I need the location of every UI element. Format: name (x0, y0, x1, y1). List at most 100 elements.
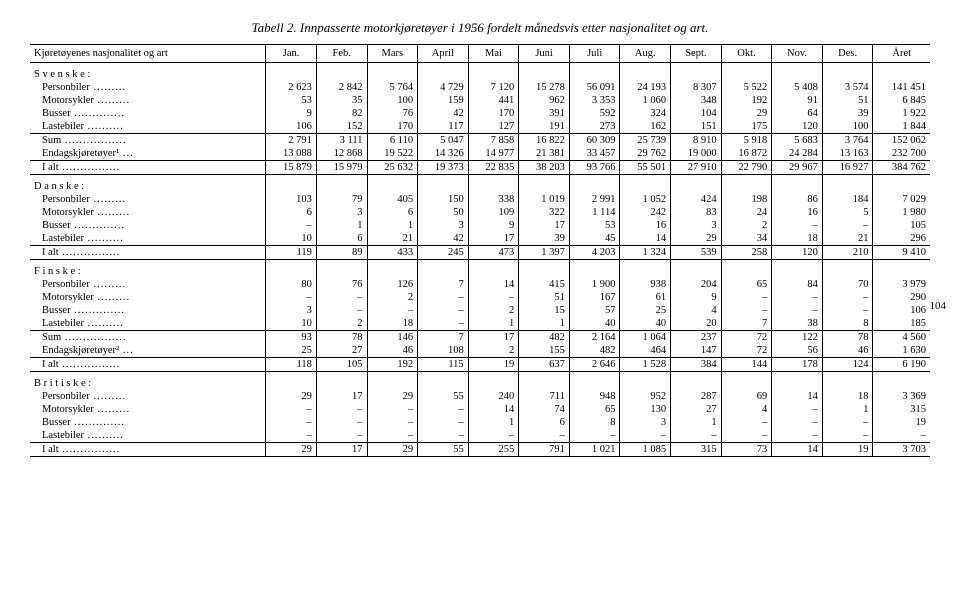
cell: 405 (367, 193, 418, 206)
cell: 72 (721, 331, 772, 344)
cell: 1 085 (620, 443, 671, 457)
cell: 27 910 (671, 161, 722, 175)
cell: 962 (519, 94, 570, 107)
cell: 17 (316, 390, 367, 403)
cell: 210 (822, 246, 873, 260)
group-label: B r i t i s k e : (30, 372, 266, 390)
col-header: Juni (519, 45, 570, 63)
cell: 5 408 (772, 81, 823, 94)
cell: 103 (266, 193, 317, 206)
cell: 118 (266, 358, 317, 372)
cell: 70 (822, 278, 873, 291)
table-row: Endagskjøretøyer¹ ...13 08812 86819 5221… (30, 147, 930, 161)
group-label: S v e n s k e : (30, 63, 266, 82)
cell: 13 088 (266, 147, 317, 161)
cell: 29 (367, 390, 418, 403)
cell: 2 (367, 291, 418, 304)
data-table: Kjøretøyenes nasjonalitet og artJan.Feb.… (30, 44, 930, 457)
cell: 3 (266, 304, 317, 317)
cell: 1 844 (873, 120, 930, 134)
cell: – (418, 403, 469, 416)
cell: – (822, 304, 873, 317)
cell: 40 (620, 317, 671, 331)
cell: 7 858 (468, 134, 519, 147)
col-header: Nov. (772, 45, 823, 63)
cell: 9 (671, 291, 722, 304)
cell: 14 (772, 390, 823, 403)
cell: 12 868 (316, 147, 367, 161)
cell: 17 (519, 219, 570, 232)
cell: 1 630 (873, 344, 930, 358)
cell: 16 822 (519, 134, 570, 147)
header-row: Kjøretøyenes nasjonalitet og artJan.Feb.… (30, 45, 930, 63)
cell: 22 790 (721, 161, 772, 175)
table-row: I alt ................291729552557911 02… (30, 443, 930, 457)
cell: 144 (721, 358, 772, 372)
cell: – (266, 403, 317, 416)
cell: 155 (519, 344, 570, 358)
cell: 8 910 (671, 134, 722, 147)
cell: 1 (822, 403, 873, 416)
cell: 147 (671, 344, 722, 358)
cell: 8 (822, 317, 873, 331)
cell: 117 (418, 120, 469, 134)
cell: 1 397 (519, 246, 570, 260)
cell: 35 (316, 94, 367, 107)
table-row: Lastebiler ..........10218–1140402073881… (30, 317, 930, 331)
cell: 9 410 (873, 246, 930, 260)
cell: 127 (468, 120, 519, 134)
cell: 1 (671, 416, 722, 429)
cell: 141 451 (873, 81, 930, 94)
cell: 315 (873, 403, 930, 416)
cell: 55 (418, 390, 469, 403)
row-label: I alt ................ (30, 246, 266, 260)
cell: 25 (620, 304, 671, 317)
cell: – (620, 429, 671, 443)
cell: 232 700 (873, 147, 930, 161)
cell: 322 (519, 206, 570, 219)
group-heading: B r i t i s k e : (30, 372, 930, 390)
cell: – (772, 403, 823, 416)
cell: 711 (519, 390, 570, 403)
row-label: Lastebiler .......... (30, 317, 266, 331)
row-label: Sum ................. (30, 331, 266, 344)
cell: 6 190 (873, 358, 930, 372)
cell: 120 (772, 246, 823, 260)
cell: 91 (772, 94, 823, 107)
row-label: Busser .............. (30, 304, 266, 317)
cell: 93 (266, 331, 317, 344)
cell: 130 (620, 403, 671, 416)
cell: 1 (316, 219, 367, 232)
row-label: Motorsykler ......... (30, 291, 266, 304)
cell: 1 114 (569, 206, 620, 219)
cell: – (418, 317, 469, 331)
cell: 204 (671, 278, 722, 291)
cell: 83 (671, 206, 722, 219)
row-label: Busser .............. (30, 219, 266, 232)
cell: – (367, 429, 418, 443)
cell: 198 (721, 193, 772, 206)
cell: 80 (266, 278, 317, 291)
cell: – (266, 416, 317, 429)
row-label: Motorsykler ......... (30, 403, 266, 416)
cell: 16 (620, 219, 671, 232)
cell: 192 (367, 358, 418, 372)
cell: 27 (671, 403, 722, 416)
cell: 1 (468, 317, 519, 331)
cell: 22 835 (468, 161, 519, 175)
cell: 57 (569, 304, 620, 317)
cell: 18 (367, 317, 418, 331)
row-label: Motorsykler ......... (30, 206, 266, 219)
col-header: Des. (822, 45, 873, 63)
cell: 384 762 (873, 161, 930, 175)
cell: 76 (367, 107, 418, 120)
row-label: Personbiler ......... (30, 193, 266, 206)
table-row: Lastebiler ..........1061521701171271912… (30, 120, 930, 134)
cell: 115 (418, 358, 469, 372)
cell: – (316, 304, 367, 317)
cell: – (873, 429, 930, 443)
cell: 3 (671, 219, 722, 232)
cell: 170 (367, 120, 418, 134)
cell: 1 021 (569, 443, 620, 457)
cell: 51 (822, 94, 873, 107)
